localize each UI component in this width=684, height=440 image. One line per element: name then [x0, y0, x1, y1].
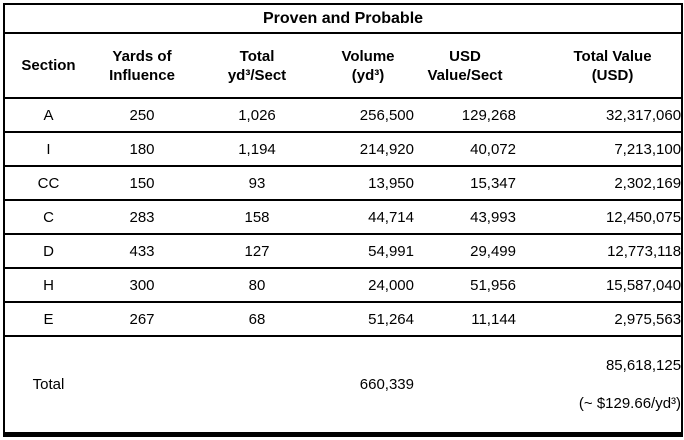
- col-header-total-value-usd: Total Value (USD): [516, 33, 683, 99]
- table-row-c: C 283 158 44,714 43,993 12,450,075: [4, 200, 683, 235]
- cell-yd3-per-sect: 158: [192, 200, 322, 235]
- cell-volume: 44,714: [322, 200, 414, 235]
- header-row: Section Yards of Influence Total yd³/Sec…: [4, 33, 683, 99]
- table-row-h: H 300 80 24,000 51,956 15,587,040: [4, 268, 683, 303]
- cell-volume: 24,000: [322, 268, 414, 303]
- col-header-section: Section: [4, 33, 92, 99]
- cell-total-value: 12,773,118: [516, 234, 683, 269]
- header-line: Volume: [341, 47, 395, 65]
- table-row-cc: CC 150 93 13,950 15,347 2,302,169: [4, 166, 683, 201]
- cell-total-value: 15,587,040: [516, 268, 683, 303]
- cell-yards: 433: [92, 234, 192, 269]
- cell-volume: 214,920: [322, 132, 414, 167]
- header-line: Yards of: [112, 47, 172, 65]
- table-title: Proven and Probable: [4, 4, 683, 34]
- cell-section: C: [4, 200, 92, 235]
- table-row-a: A 250 1,026 256,500 129,268 32,317,060: [4, 98, 683, 133]
- table-row-d: D 433 127 54,991 29,499 12,773,118: [4, 234, 683, 269]
- col-header-total-yd3-per-sect: Total yd³/Sect: [192, 33, 322, 99]
- cell-yd3-per-sect: 80: [192, 268, 322, 303]
- header-line: Total: [239, 47, 275, 65]
- cell-section: A: [4, 98, 92, 133]
- cell-section: H: [4, 268, 92, 303]
- header-line: Value/Sect: [427, 66, 503, 84]
- cell-yards: 283: [92, 200, 192, 235]
- cell-section: E: [4, 302, 92, 337]
- cell-yd3-per-sect: 1,026: [192, 98, 322, 133]
- proven-probable-table: Proven and Probable Section Yards of Inf…: [3, 3, 684, 437]
- cell-yd3-per-sect: 127: [192, 234, 322, 269]
- cell-section: I: [4, 132, 92, 167]
- cell-usd-per-sect: 40,072: [414, 132, 516, 167]
- cell-yd3-per-sect: 1,194: [192, 132, 322, 167]
- cell-section: CC: [4, 166, 92, 201]
- header-line: (yd³): [351, 66, 385, 84]
- total-label: Total: [32, 376, 65, 393]
- cell-volume: 54,991: [322, 234, 414, 269]
- header-line: USD: [449, 47, 481, 65]
- cell-yards: 180: [92, 132, 192, 167]
- cell-usd-per-sect: 11,144: [414, 302, 516, 337]
- table-row-e: E 267 68 51,264 11,144 2,975,563: [4, 302, 683, 337]
- cell-volume: 51,264: [322, 302, 414, 337]
- cell-usd-per-sect: 129,268: [414, 98, 516, 133]
- cell-empty: [192, 336, 322, 435]
- table-row-i: I 180 1,194 214,920 40,072 7,213,100: [4, 132, 683, 167]
- header-line: Total Value: [573, 47, 652, 65]
- header-line: (USD): [591, 66, 634, 84]
- total-row: Total 660,339 85,618,125 (~ $129.66/yd³): [4, 336, 682, 435]
- cell-yards: 267: [92, 302, 192, 337]
- cell-volume: 13,950: [322, 166, 414, 201]
- cell-empty: [92, 336, 192, 435]
- header-line: Influence: [109, 66, 175, 84]
- cell-yards: 250: [92, 98, 192, 133]
- cell-total-value: 7,213,100: [516, 132, 683, 167]
- cell-total-value: 2,302,169: [516, 166, 683, 201]
- cell-empty: [414, 336, 516, 435]
- cell-usd-per-sect: 51,956: [414, 268, 516, 303]
- col-header-volume: Volume (yd³): [322, 33, 414, 99]
- cell-yards: 300: [92, 268, 192, 303]
- cell-volume: 256,500: [322, 98, 414, 133]
- cell-yd3-per-sect: 68: [192, 302, 322, 337]
- cell-total-value: 32,317,060: [516, 98, 683, 133]
- title-row: Proven and Probable: [4, 4, 683, 34]
- cell-usd-per-sect: 43,993: [414, 200, 516, 235]
- cell-section: D: [4, 234, 92, 269]
- cell-total-value: 2,975,563: [516, 302, 683, 337]
- col-header-usd-value-per-sect: USD Value/Sect: [414, 33, 516, 99]
- total-value: 85,618,125: [605, 356, 682, 374]
- total-volume: 660,339: [359, 376, 414, 393]
- col-header-yards-of-influence: Yards of Influence: [92, 33, 192, 99]
- cell-usd-per-sect: 29,499: [414, 234, 516, 269]
- header-line: yd³/Sect: [227, 66, 287, 84]
- cell-usd-per-sect: 15,347: [414, 166, 516, 201]
- per-yard-note: (~ $129.66/yd³): [578, 394, 682, 412]
- cell-yards: 150: [92, 166, 192, 201]
- cell-yd3-per-sect: 93: [192, 166, 322, 201]
- total-value-cell: 85,618,125 (~ $129.66/yd³): [516, 336, 682, 435]
- cell-total-value: 12,450,075: [516, 200, 683, 235]
- header-line: Section: [21, 57, 76, 74]
